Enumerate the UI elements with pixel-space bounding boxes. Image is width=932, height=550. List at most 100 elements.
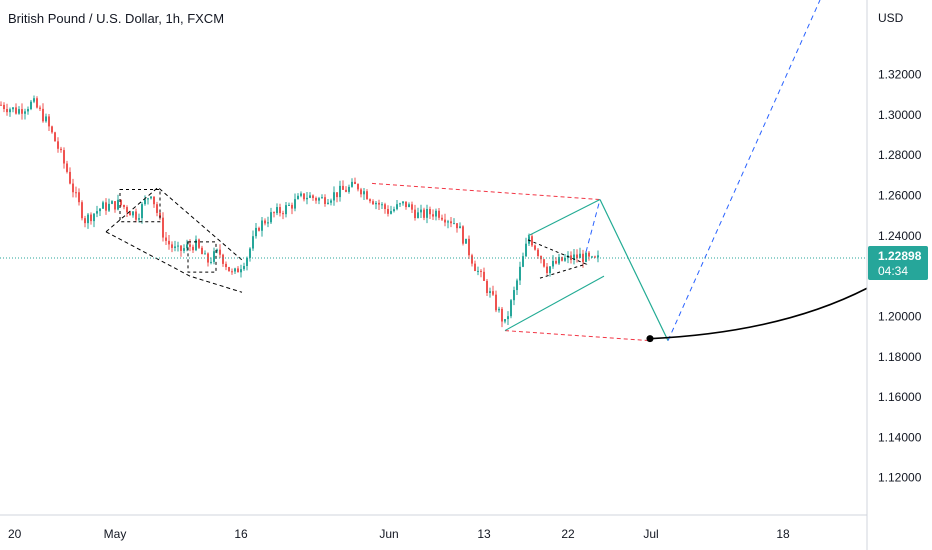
last-price-value: 1.22898 [878, 249, 922, 263]
candle-body [39, 107, 41, 109]
candle-body [441, 217, 443, 220]
candle-body [333, 192, 335, 201]
candle-body [501, 308, 503, 322]
candle-body [483, 271, 485, 281]
candle-body [435, 210, 437, 217]
candle-body [384, 204, 386, 210]
candle-body [27, 109, 29, 112]
candle-body [471, 255, 473, 264]
candle-body [225, 263, 227, 268]
chart-title: British Pound / U.S. Dollar, 1h, FXCM [8, 11, 225, 26]
candle-body [519, 266, 521, 281]
candle-body [300, 193, 302, 196]
candle-body [279, 207, 281, 214]
candle-body [552, 260, 554, 267]
candle-body [294, 199, 296, 209]
candle-body [477, 270, 479, 272]
candle-body [102, 202, 104, 209]
wedge-upper [105, 186, 243, 261]
candle-body [210, 261, 212, 263]
candle-body [231, 271, 233, 273]
candle-body [573, 254, 575, 260]
price-tick-label: 1.24000 [878, 229, 922, 243]
candle-body [156, 204, 158, 213]
candle-body [111, 201, 113, 204]
candle-body [423, 209, 425, 218]
candle-body [588, 252, 590, 257]
candle-body [444, 219, 446, 223]
candle-body [429, 208, 431, 215]
price-tick-label: 1.20000 [878, 309, 922, 323]
candle-body [375, 202, 377, 205]
candle-body [417, 212, 419, 219]
candle-body [576, 254, 578, 259]
projection-up-line [667, 0, 821, 341]
candle-body [120, 199, 122, 205]
candle-body [447, 221, 449, 223]
candle-body [378, 202, 380, 205]
candle-body [366, 191, 368, 200]
candle-body [87, 214, 89, 224]
candle-body [207, 253, 209, 263]
candle-body [354, 181, 356, 184]
candle-body [282, 213, 284, 215]
candle-body [579, 253, 581, 259]
candle-body [570, 255, 572, 260]
candle-body [381, 204, 383, 206]
candle-body [114, 201, 116, 210]
candle-body [363, 191, 365, 195]
candle-body [123, 204, 125, 208]
candle-body [351, 181, 353, 187]
candle-body [171, 244, 173, 248]
time-tick-label: Jun [379, 527, 398, 541]
candle-body [402, 201, 404, 204]
candle-body [462, 226, 464, 244]
candle-body [69, 171, 71, 184]
resistance-line [371, 182, 601, 201]
price-tick-label: 1.30000 [878, 108, 922, 122]
candle-body [372, 201, 374, 205]
last-price-badge [868, 246, 928, 281]
candle-body [411, 204, 413, 210]
candle-body [387, 209, 389, 214]
time-tick-label: 22 [561, 527, 575, 541]
time-tick-label: 13 [477, 527, 491, 541]
candle-body [594, 256, 596, 258]
candle-body [30, 101, 32, 110]
trend-drawings [105, 0, 868, 343]
candle-body [465, 238, 467, 244]
candle-body [339, 185, 341, 198]
candle-body [93, 213, 95, 222]
candle-body [597, 255, 599, 258]
forecast-start-dot [646, 335, 654, 343]
candle-body [12, 107, 14, 110]
price-tick-label: 1.26000 [878, 189, 922, 203]
candle-body [558, 257, 560, 264]
candle-body [126, 207, 128, 213]
candle-body [222, 254, 224, 264]
candle-body [492, 291, 494, 295]
candle-body [312, 195, 314, 198]
support-line [504, 330, 651, 342]
candle-body [303, 193, 305, 200]
candle-body [504, 319, 506, 322]
candle-body [183, 248, 185, 251]
time-axis[interactable]: 20 May 16 Jun 13 22 Jul 18 [8, 527, 790, 541]
candle-body [18, 109, 20, 114]
candle-body [510, 300, 512, 317]
candle-body [198, 239, 200, 248]
candle-body [408, 204, 410, 208]
candle-body [468, 238, 470, 256]
projection-mini-line [585, 199, 601, 253]
candle-body [360, 189, 362, 195]
projection-line [599, 199, 669, 341]
candle-body [555, 260, 557, 264]
candle-body [105, 202, 107, 211]
candle-body [480, 270, 482, 272]
candle-body [51, 126, 53, 133]
candle-body [459, 226, 461, 229]
candle-body [399, 203, 401, 205]
candle-body [81, 202, 83, 219]
candle-body [237, 268, 239, 273]
